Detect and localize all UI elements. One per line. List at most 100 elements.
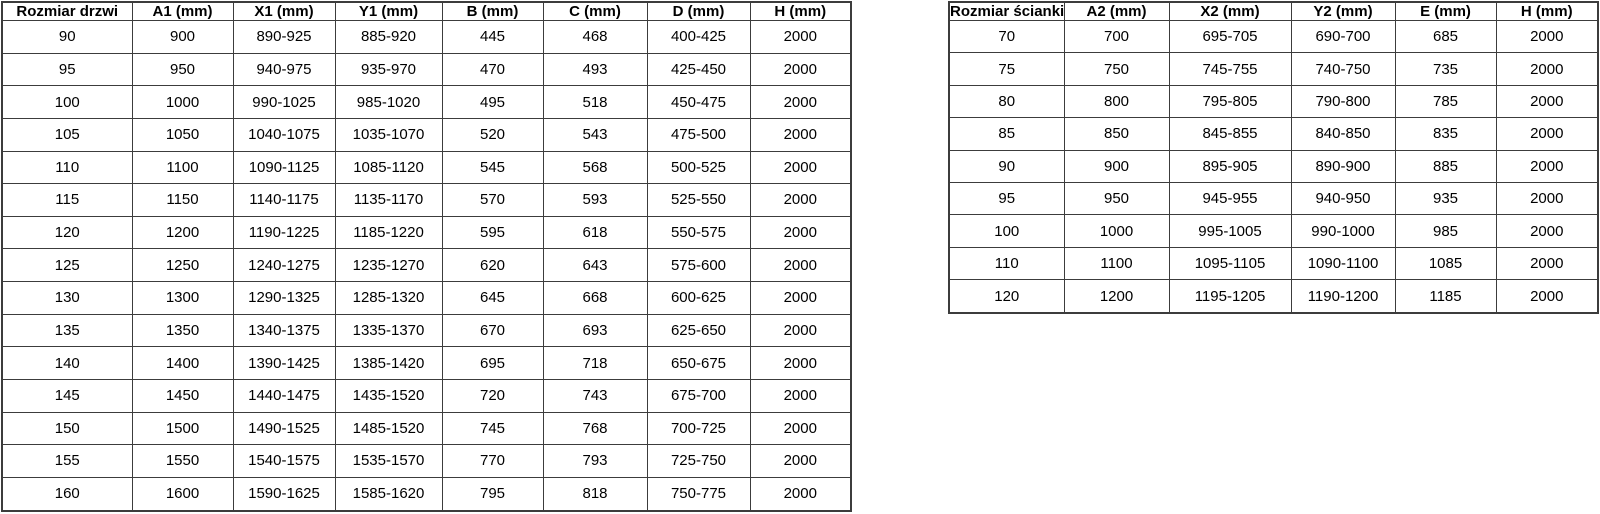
table-row: 70 700 695-705 690-700 685 2000 <box>948 19 1599 54</box>
table-cell: 945-955 <box>1168 181 1292 216</box>
table-cell: 950 <box>131 52 234 87</box>
table-cell: 475-500 <box>646 117 751 152</box>
table-cell: 1190-1225 <box>232 215 336 250</box>
table-cell: 840-850 <box>1290 117 1396 151</box>
table-cell: 2000 <box>749 346 852 380</box>
table-cell: 1450 <box>131 378 234 413</box>
table-cell: 400-425 <box>646 20 751 54</box>
table-cell: 1590-1625 <box>232 476 336 512</box>
table-cell: 125 <box>1 248 133 282</box>
table-cell: 468 <box>542 20 648 54</box>
table-row: 145 1450 1440-1475 1435-1520 720 743 675-700 20… <box>1 378 852 413</box>
table-cell: 1390-1425 <box>232 346 336 380</box>
table-cell: 1435-1520 <box>334 378 443 413</box>
table-cell: 2000 <box>1495 246 1599 281</box>
table-cell: 1000 <box>131 85 234 119</box>
table-cell: 1440-1475 <box>232 378 336 413</box>
table-cell: 85 <box>948 117 1065 151</box>
table-cell: 618 <box>542 215 648 250</box>
table-cell: 570 <box>441 183 544 217</box>
table-cell: 2000 <box>1495 149 1599 183</box>
table-row: 140 1400 1390-1425 1385-1420 695 718 650-675 20… <box>1 346 852 380</box>
table-cell: 1200 <box>131 215 234 250</box>
table-cell: 1090-1100 <box>1290 246 1396 281</box>
table-cell: 670 <box>441 313 544 348</box>
table-cell: 1340-1375 <box>232 313 336 348</box>
table-cell: 940-975 <box>232 52 336 87</box>
table-cell: 105 <box>1 117 133 152</box>
table-row: 120 1200 1190-1225 1185-1220 595 618 550-575 20… <box>1 215 852 250</box>
column-header: X2 (mm) <box>1168 1 1292 21</box>
table-row: 110 1100 1090-1125 1085-1120 545 568 500-525 20… <box>1 150 852 185</box>
column-header: A1 (mm) <box>131 1 234 21</box>
table-cell: 2000 <box>749 117 852 152</box>
table-cell: 1050 <box>131 117 234 152</box>
table-cell: 545 <box>441 150 544 185</box>
table-row: 160 1600 1590-1625 1585-1620 795 818 750-775 20… <box>1 476 852 512</box>
table-cell: 593 <box>542 183 648 217</box>
table-row: 90 900 890-925 885-920 445 468 400-425 2000 <box>1 20 852 54</box>
table-cell: 793 <box>542 444 648 478</box>
wall-sizes-table: Rozmiar ścianki A2 (mm) X2 (mm) Y2 (mm) E (m… <box>948 1 1599 314</box>
table-cell: 2000 <box>749 476 852 512</box>
table-cell: 690-700 <box>1290 19 1396 54</box>
table-cell: 785 <box>1394 84 1497 119</box>
table-cell: 693 <box>542 313 648 348</box>
table-cell: 718 <box>542 346 648 380</box>
table-cell: 2000 <box>1495 214 1599 248</box>
table-cell: 990-1025 <box>232 85 336 119</box>
table-cell: 100 <box>1 85 133 119</box>
table-cell: 770 <box>441 444 544 478</box>
table-cell: 90 <box>948 149 1065 183</box>
table-cell: 2000 <box>1495 117 1599 151</box>
table-row: 110 1100 1095-1105 1090-1100 1085 2000 <box>948 246 1599 281</box>
table-row: 95 950 945-955 940-950 935 2000 <box>948 181 1599 216</box>
table-cell: 1095-1105 <box>1168 246 1292 281</box>
table-cell: 425-450 <box>646 52 751 87</box>
table-row: 130 1300 1290-1325 1285-1320 645 668 600-625 20… <box>1 281 852 315</box>
table-cell: 550-575 <box>646 215 751 250</box>
table-cell: 1140-1175 <box>232 183 336 217</box>
table-cell: 140 <box>1 346 133 380</box>
table-cell: 495 <box>441 85 544 119</box>
table-row: 150 1500 1490-1525 1485-1520 745 768 700-725 20… <box>1 411 852 446</box>
table-cell: 2000 <box>1495 84 1599 119</box>
table-row: 80 800 795-805 790-800 785 2000 <box>948 84 1599 119</box>
table-cell: 1400 <box>131 346 234 380</box>
table-cell: 600-625 <box>646 281 751 315</box>
table-cell: 2000 <box>749 411 852 446</box>
table-cell: 1240-1275 <box>232 248 336 282</box>
door-sizes-table: Rozmiar drzwi A1 (mm) X1 (mm) Y1 (mm) B (mm)… <box>1 1 852 512</box>
table-cell: 720 <box>441 378 544 413</box>
table-cell: 900 <box>131 20 234 54</box>
table-cell: 735 <box>1394 52 1497 86</box>
table-cell: 1100 <box>131 150 234 185</box>
table-cell: 2000 <box>749 378 852 413</box>
table-cell: 2000 <box>1495 279 1599 314</box>
table-cell: 2000 <box>749 20 852 54</box>
table-cell: 493 <box>542 52 648 87</box>
column-header: Y2 (mm) <box>1290 1 1396 21</box>
table-row: 120 1200 1195-1205 1190-1200 1185 2000 <box>948 279 1599 314</box>
table-cell: 1540-1575 <box>232 444 336 478</box>
table-cell: 695 <box>441 346 544 380</box>
table-row: 100 1000 990-1025 985-1020 495 518 450-475 2000 <box>1 85 852 119</box>
table-cell: 1085 <box>1394 246 1497 281</box>
table-cell: 95 <box>948 181 1065 216</box>
table-row: 90 900 895-905 890-900 885 2000 <box>948 149 1599 183</box>
column-header: Rozmiar drzwi <box>1 1 133 21</box>
table-cell: 2000 <box>749 150 852 185</box>
table-row: 155 1550 1540-1575 1535-1570 770 793 725-750 20… <box>1 444 852 478</box>
table-cell: 645 <box>441 281 544 315</box>
column-header: H (mm) <box>749 1 852 21</box>
table-cell: 750 <box>1063 52 1170 86</box>
table-cell: 75 <box>948 52 1065 86</box>
table-cell: 2000 <box>749 52 852 87</box>
table-cell: 700-725 <box>646 411 751 446</box>
table-cell: 940-950 <box>1290 181 1396 216</box>
table-cell: 768 <box>542 411 648 446</box>
table-cell: 950 <box>1063 181 1170 216</box>
wall-table-header-row: Rozmiar ścianki A2 (mm) X2 (mm) Y2 (mm) E (m… <box>948 1 1599 21</box>
table-cell: 675-700 <box>646 378 751 413</box>
